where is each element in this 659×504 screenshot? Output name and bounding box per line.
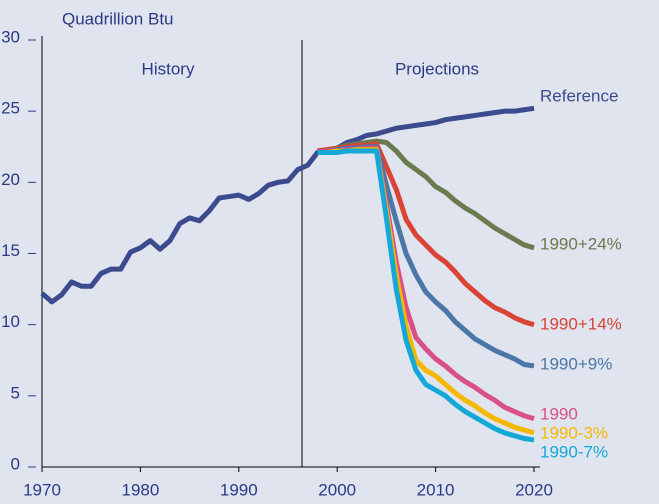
- series-label: 1990-3%: [540, 423, 608, 442]
- series-line: [317, 138, 535, 251]
- series-label: 1990: [540, 404, 578, 423]
- x-tick-label: 2020: [515, 480, 553, 499]
- y-tick-label: 15: [1, 241, 20, 260]
- annotation: History: [142, 59, 195, 78]
- series-label: 1990+14%: [540, 314, 622, 333]
- x-tick-label: 2010: [417, 480, 455, 499]
- y-axis-label: Quadrillion Btu: [62, 9, 174, 28]
- series-line: [317, 148, 535, 443]
- series-line: [40, 105, 535, 305]
- x-tick-label: 1970: [23, 480, 61, 499]
- y-tick-label: 30: [1, 27, 20, 46]
- x-tick-label: 1990: [220, 480, 258, 499]
- y-tick-label: 0: [11, 454, 20, 473]
- series-label: 1990+9%: [540, 354, 612, 373]
- y-tick-label: 5: [11, 383, 20, 402]
- x-tick-label: 1980: [121, 480, 159, 499]
- series-label: 1990+24%: [540, 234, 622, 253]
- y-tick-label: 20: [1, 170, 20, 189]
- series-label: Reference: [540, 86, 618, 105]
- x-tick-label: 2000: [318, 480, 356, 499]
- annotation: Projections: [395, 59, 479, 78]
- y-tick-label: 10: [1, 312, 20, 331]
- y-tick-label: 25: [1, 99, 20, 118]
- series-label: 1990-7%: [540, 442, 608, 461]
- series-line: [317, 145, 535, 422]
